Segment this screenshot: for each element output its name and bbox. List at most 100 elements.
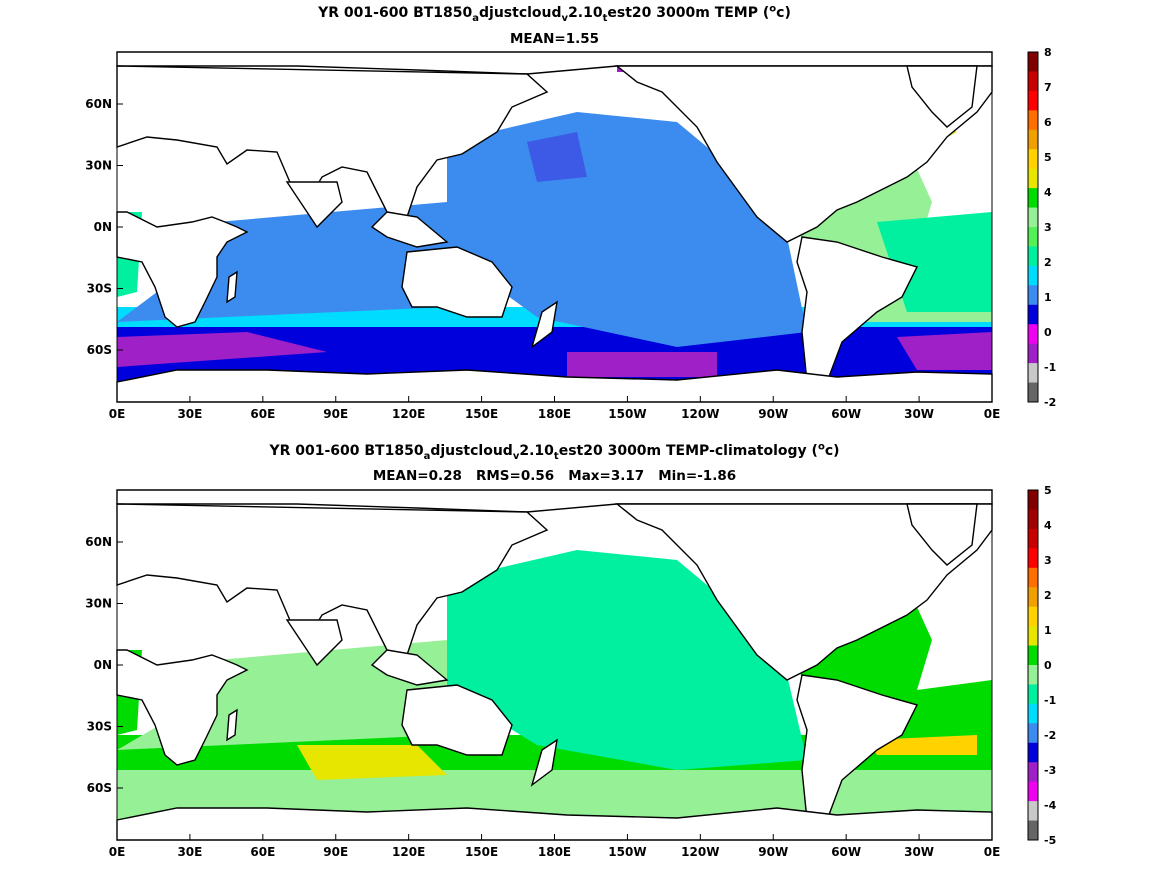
colorbar-swatch [1028, 509, 1038, 530]
y-tick-label: 30S [87, 720, 112, 734]
x-tick-label: 120E [392, 845, 425, 859]
colorbar-swatch [1028, 246, 1038, 267]
colorbar-swatch [1028, 324, 1038, 345]
colorbar-label: 5 [1044, 151, 1052, 164]
colorbar-label: 4 [1044, 519, 1052, 532]
colorbar-label: 3 [1044, 221, 1052, 234]
colorbar-swatch [1028, 801, 1038, 822]
colorbar-swatch [1028, 363, 1038, 384]
colorbar-label: 7 [1044, 81, 1052, 94]
x-tick-label: 150E [465, 407, 498, 421]
colorbar-swatch [1028, 645, 1038, 666]
colorbar-swatch [1028, 820, 1038, 841]
top-map-title: YR 001-600 BT1850adjustcloudv2.10test20 … [318, 3, 791, 24]
x-tick-label: 120W [681, 845, 719, 859]
bottom-map-title: YR 001-600 BT1850adjustcloudv2.10test20 … [269, 441, 840, 462]
colorbar-swatch [1028, 110, 1038, 131]
colorbar-swatch [1028, 227, 1038, 247]
x-tick-label: 150W [608, 407, 646, 421]
colorbar-swatch [1028, 382, 1038, 403]
colorbar-swatch [1028, 567, 1038, 588]
colorbar-label: 5 [1044, 484, 1052, 497]
y-tick-label: 30S [87, 282, 112, 296]
x-tick-label: 60W [831, 845, 861, 859]
colorbar-label: 3 [1044, 554, 1052, 567]
colorbar-label: 1 [1044, 624, 1052, 637]
colorbar-swatch [1028, 626, 1038, 647]
x-tick-label: 180E [538, 845, 571, 859]
colorbar-swatch [1028, 703, 1038, 724]
x-tick-label: 150W [608, 845, 646, 859]
colorbar-label: 4 [1044, 186, 1052, 199]
colorbar-label: -5 [1044, 834, 1056, 847]
x-tick-label: 90E [323, 407, 348, 421]
colorbar-label: -2 [1044, 396, 1056, 409]
x-tick-label: 30E [177, 845, 202, 859]
x-tick-label: 90E [323, 845, 348, 859]
colorbar-swatch [1028, 129, 1038, 150]
colorbar-swatch [1028, 265, 1038, 286]
x-tick-label: 30E [177, 407, 202, 421]
colorbar-label: -4 [1044, 799, 1057, 812]
x-tick-label: 0E [109, 407, 126, 421]
colorbar-swatch [1028, 304, 1038, 325]
colorbar-swatch [1028, 149, 1038, 170]
colorbar-label: 0 [1044, 659, 1052, 672]
bottom-colorbar: -5 -4 -3 -2 -1 0 1 2 3 4 5 [1027, 484, 1057, 847]
x-tick-label: 120W [681, 407, 719, 421]
colorbar-label: -3 [1044, 764, 1056, 777]
top-colorbar: -2 -1 0 1 2 3 4 5 6 7 8 [1027, 46, 1056, 409]
y-tick-label: 0N [94, 658, 112, 672]
x-tick-label: 0E [984, 407, 1001, 421]
y-tick-label: 30N [85, 597, 112, 611]
x-tick-label: 0E [984, 845, 1001, 859]
y-tick-label: 60S [87, 343, 112, 357]
colorbar-swatch [1028, 723, 1038, 744]
colorbar-swatch [1028, 742, 1038, 763]
y-tick-label: 60N [85, 97, 112, 111]
top-map [116, 51, 993, 403]
colorbar-swatch [1028, 90, 1038, 111]
colorbar-label: -1 [1044, 694, 1056, 707]
colorbar-swatch [1028, 52, 1038, 72]
colorbar-frame [1027, 489, 1039, 841]
x-tick-label: 30W [904, 407, 934, 421]
x-tick-label: 120E [392, 407, 425, 421]
top-map-stats: MEAN=1.55 [509, 31, 600, 47]
colorbar-swatch [1028, 285, 1038, 306]
colorbar-label: 2 [1044, 589, 1052, 602]
colorbar-swatch [1028, 528, 1038, 549]
colorbar-swatch [1028, 188, 1038, 209]
colorbar-swatch [1028, 490, 1038, 510]
y-tick-label: 60N [85, 535, 112, 549]
colorbar-label: 1 [1044, 291, 1052, 304]
x-tick-label: 0E [109, 845, 126, 859]
bottom-pacific-ocean [447, 550, 807, 770]
bottom-map [116, 489, 993, 841]
x-tick-label: 90W [758, 845, 788, 859]
bottom-map-stats: MEAN=0.28 RMS=0.56 Max=3.17 Min=-1.86 [372, 468, 737, 484]
x-tick-label: 60W [831, 407, 861, 421]
x-tick-label: 60E [250, 407, 275, 421]
colorbar-swatch [1028, 762, 1038, 783]
y-tick-label: 60S [87, 781, 112, 795]
colorbar-label: 8 [1044, 46, 1052, 59]
top-purple-weddell [117, 332, 327, 367]
colorbar-label: -2 [1044, 729, 1056, 742]
colorbar-swatch [1028, 587, 1038, 608]
colorbar-label: 2 [1044, 256, 1052, 269]
colorbar-swatch [1028, 684, 1038, 705]
bottom-southern-warm-patch [297, 745, 447, 780]
colorbar-swatch [1028, 71, 1038, 92]
top-pacific-deep [527, 132, 587, 182]
colorbar-swatch [1028, 548, 1038, 569]
y-tick-label: 30N [85, 159, 112, 173]
colorbar-label: -1 [1044, 361, 1056, 374]
top-purple-south-atlantic [897, 332, 992, 370]
colorbar-swatch [1028, 168, 1038, 189]
top-purple-ross [567, 352, 717, 377]
colorbar-swatch [1028, 207, 1038, 228]
colorbar-label: 6 [1044, 116, 1052, 129]
colorbar-frame [1027, 51, 1039, 403]
